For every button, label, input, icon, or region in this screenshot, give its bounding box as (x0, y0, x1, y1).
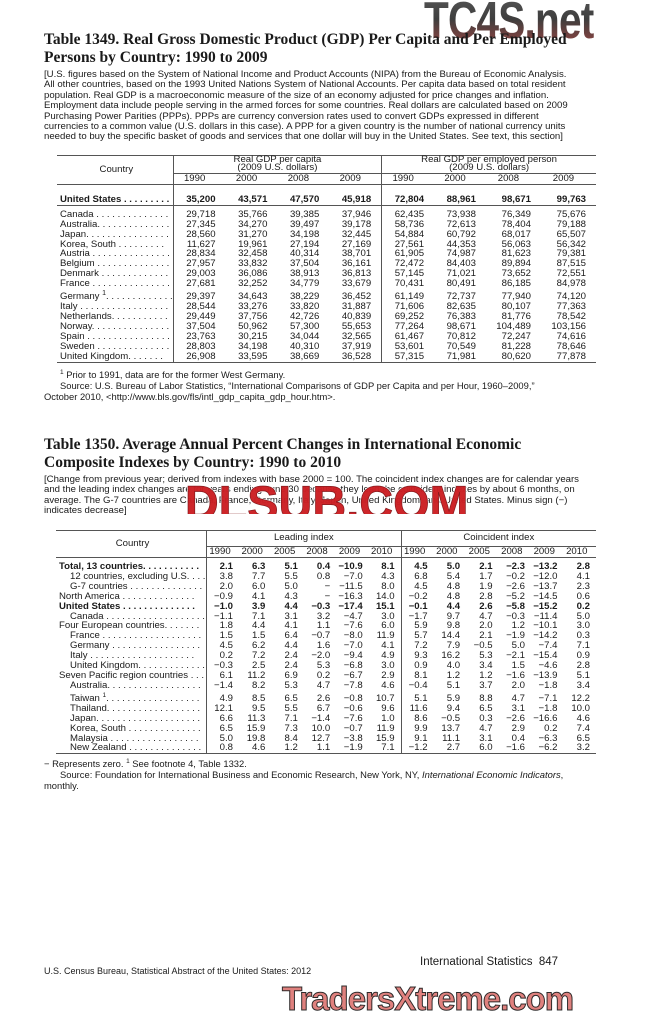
svg-text:TradersXtreme.com: TradersXtreme.com (282, 984, 573, 1017)
svg-text:DLSUB.COM: DLSUB.COM (185, 480, 467, 514)
